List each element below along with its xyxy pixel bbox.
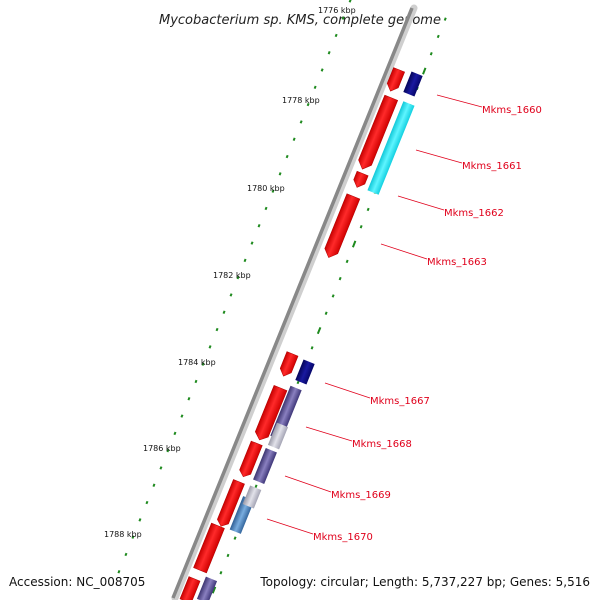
minor-tick (310, 346, 314, 350)
minor-tick (296, 380, 300, 385)
minor-tick (159, 466, 163, 470)
minor-tick (194, 379, 198, 384)
minor-tick (327, 51, 331, 55)
minor-tick (229, 293, 233, 297)
minor-tick (257, 224, 261, 228)
minor-tick (320, 68, 324, 72)
minor-tick (215, 327, 219, 332)
minor-tick (180, 414, 184, 418)
gene-mkms-1663[interactable] (322, 193, 361, 260)
minor-tick (219, 571, 223, 575)
minor-tick (345, 259, 349, 264)
gene-labels: Mkms_1660 Mkms_1661 Mkms_1662 Mkms_1663 … (313, 105, 542, 543)
minor-tick (250, 241, 254, 245)
major-tick (316, 327, 322, 335)
gene-mkms-1662[interactable] (351, 170, 369, 189)
minor-tick (208, 345, 212, 349)
gene-label-mkms-1669[interactable]: Mkms_1669 (331, 490, 391, 501)
gene-mkms-1667[interactable] (278, 351, 299, 379)
minor-tick (299, 120, 303, 124)
gene-mkms-1660[interactable] (385, 67, 406, 94)
minor-tick (359, 225, 363, 229)
minor-tick (334, 33, 338, 38)
minor-tick (236, 275, 240, 280)
minor-tick (166, 448, 170, 453)
feature-navy (403, 71, 423, 97)
gene-label-mkms-1670[interactable]: Mkms_1670 (313, 532, 373, 543)
topology-text: Topology: circular; Length: 5,737,227 bp… (259, 575, 590, 589)
minor-tick (201, 362, 205, 366)
minor-tick (324, 311, 328, 315)
tick-label: 1788 kbp (104, 530, 142, 539)
accession-text: Accession: NC_008705 (9, 575, 145, 589)
minor-tick (124, 552, 128, 557)
gene-mkms-1661[interactable] (356, 94, 399, 172)
tick-dots (117, 0, 447, 594)
feature-purple (196, 576, 218, 600)
minor-tick (306, 102, 310, 107)
minor-tick (443, 17, 447, 21)
minor-tick (313, 85, 317, 89)
feature-cyan (367, 101, 415, 195)
gene-label-mkms-1667[interactable]: Mkms_1667 (370, 396, 430, 407)
gene-label-mkms-1662[interactable]: Mkms_1662 (444, 208, 504, 219)
minor-tick (292, 137, 296, 141)
minor-tick (348, 0, 352, 3)
map-title: Mycobacterium sp. KMS, complete genome (159, 13, 441, 28)
minor-tick (338, 276, 342, 281)
tick-label: 1780 kbp (247, 184, 285, 193)
tick-label: 1782 kbp (213, 271, 251, 280)
gene-label-mkms-1660[interactable]: Mkms_1660 (482, 105, 542, 116)
tick-label: 1786 kbp (143, 444, 181, 453)
minor-tick (271, 189, 275, 193)
minor-tick (264, 206, 268, 211)
minor-tick (366, 207, 370, 212)
minor-tick (341, 16, 345, 20)
tick-label: 1776 kbp (318, 6, 356, 15)
minor-tick (436, 34, 440, 39)
minor-tick (145, 500, 149, 505)
minor-tick (331, 294, 335, 298)
minor-tick (117, 570, 121, 574)
minor-tick (152, 483, 156, 487)
minor-tick (226, 553, 230, 558)
minor-tick (254, 484, 258, 488)
gene-label-mkms-1663[interactable]: Mkms_1663 (427, 257, 487, 268)
minor-tick (173, 431, 177, 436)
gene-mkms-1672[interactable] (179, 576, 201, 600)
backbone (171, 4, 418, 600)
major-tick (351, 240, 357, 248)
gene-features (179, 67, 423, 600)
minor-tick (222, 310, 226, 314)
minor-tick (233, 536, 237, 540)
major-tick (211, 586, 217, 594)
tick-label: 1784 kbp (178, 358, 216, 367)
gene-mkms-1668[interactable] (253, 385, 288, 442)
feature-gray (267, 422, 289, 450)
minor-tick (243, 258, 247, 263)
minor-tick (187, 397, 191, 401)
scale-labels: 1776 kbp 1778 kbp 1780 kbp 1782 kbp 1784… (104, 6, 356, 539)
major-tick (422, 67, 427, 75)
feature-gray (242, 485, 262, 509)
minor-tick (138, 518, 142, 522)
tick-label: 1778 kbp (282, 96, 320, 105)
minor-tick (429, 52, 433, 56)
minor-tick (278, 172, 282, 176)
minor-tick (131, 535, 135, 539)
gene-label-mkms-1668[interactable]: Mkms_1668 (352, 439, 412, 450)
gene-mkms-1670[interactable] (215, 479, 245, 528)
gene-label-mkms-1661[interactable]: Mkms_1661 (462, 161, 522, 172)
feature-navy (295, 359, 315, 385)
feature-purple (253, 447, 277, 485)
gene-mkms-1669[interactable] (238, 440, 263, 479)
gene-mkms-1671[interactable] (193, 522, 225, 574)
leader-lines (266, 94, 483, 535)
minor-tick (285, 154, 289, 159)
